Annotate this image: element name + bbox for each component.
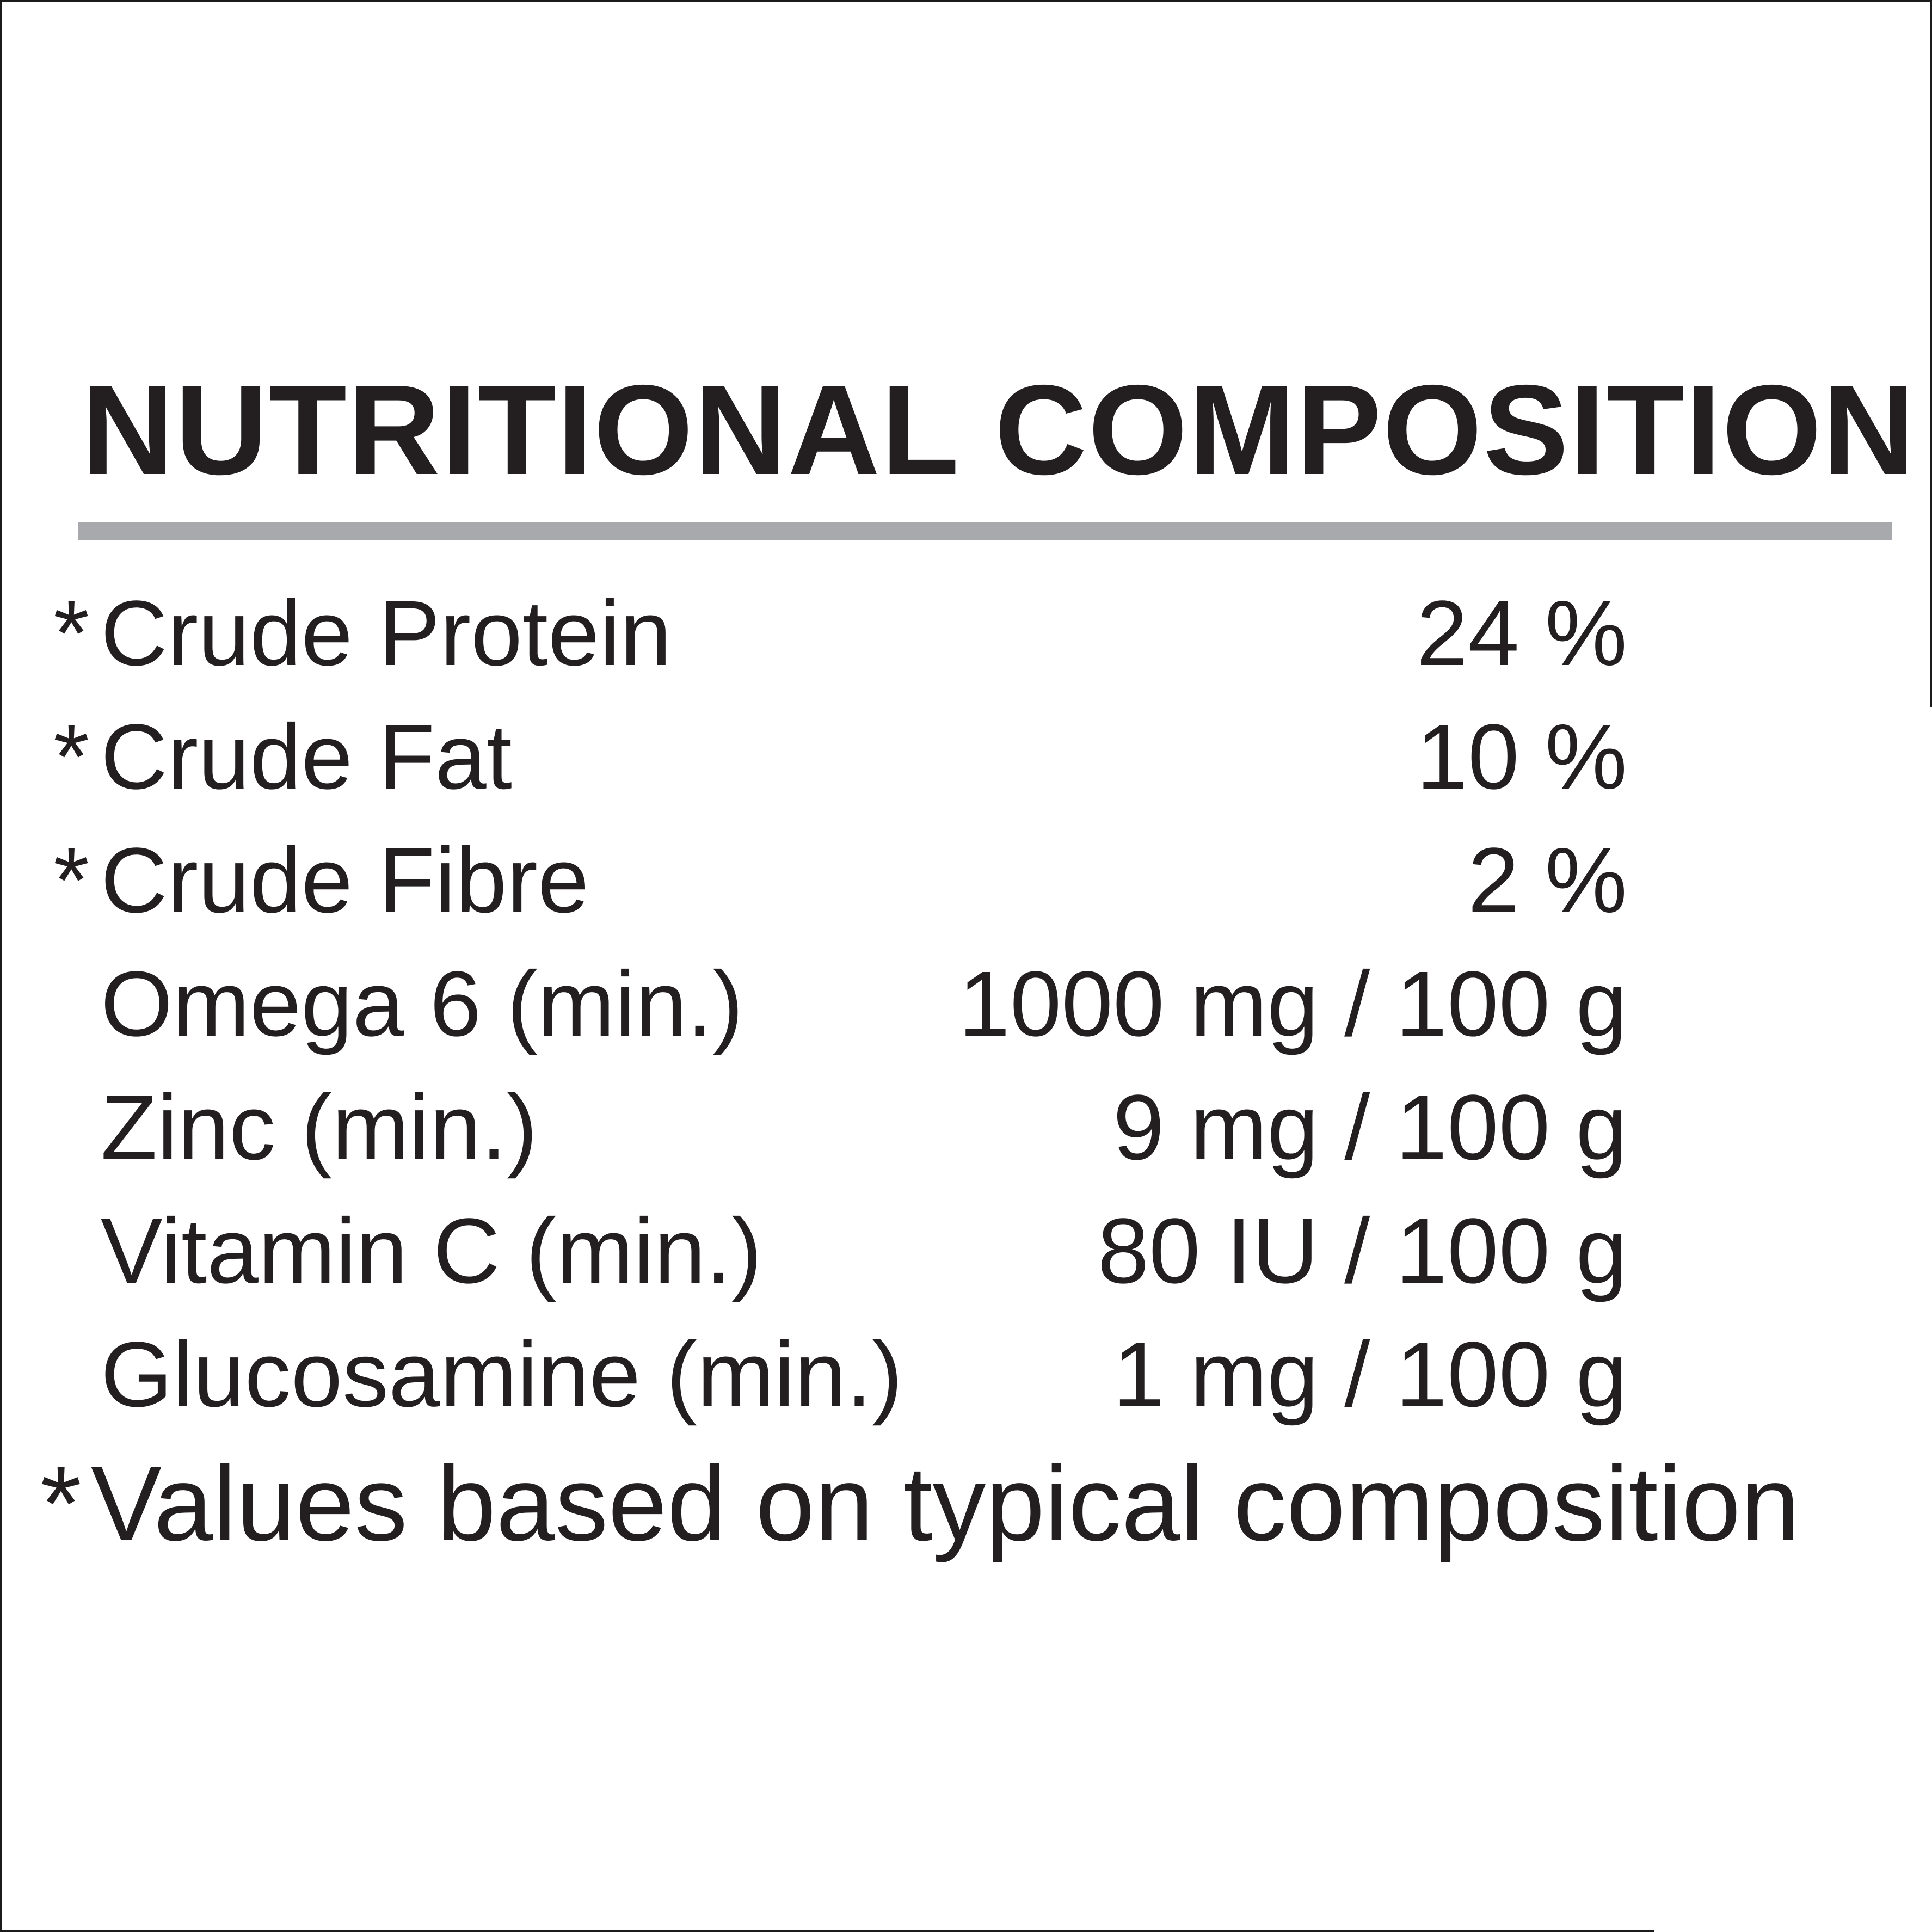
table-row: * Crude Protein 24 % [0, 572, 1932, 696]
row-label: Vitamin C (min.) [101, 1199, 762, 1303]
footnote: * Values based on typical composition [0, 1441, 1932, 1566]
row-label: Crude Fibre [101, 829, 589, 932]
row-label: Crude Fat [101, 705, 512, 809]
row-asterisk: * [53, 582, 90, 685]
row-value: 9 mg / 100 g [1112, 1076, 1627, 1179]
row-label: Crude Protein [101, 582, 672, 685]
row-value: 1 mg / 100 g [1112, 1323, 1627, 1426]
page-border-right [1930, 0, 1932, 707]
row-value: 10 % [1416, 705, 1627, 809]
row-value: 24 % [1416, 582, 1627, 685]
row-value: 1000 mg / 100 g [958, 952, 1627, 1056]
row-label: Glucosamine (min.) [101, 1323, 903, 1426]
row-label: Zinc (min.) [101, 1076, 538, 1179]
row-asterisk: * [53, 705, 90, 809]
page-border-top [0, 0, 1932, 2]
table-row: Vitamin C (min.) 80 IU / 100 g [0, 1190, 1932, 1313]
table-row: Omega 6 (min.) 1000 mg / 100 g [0, 943, 1932, 1066]
table-row: * Crude Fibre 2 % [0, 819, 1932, 943]
row-value: 80 IU / 100 g [1097, 1199, 1627, 1303]
table-row: Glucosamine (min.) 1 mg / 100 g [0, 1313, 1932, 1437]
page-border-left [0, 0, 2, 1932]
page-border-bottom [0, 1930, 1654, 1932]
title-underline-rule [78, 522, 1892, 540]
row-asterisk: * [53, 829, 90, 932]
page-title: NUTRITIONAL COMPOSITION [82, 358, 1916, 501]
row-label: Omega 6 (min.) [101, 952, 743, 1056]
nutrition-table: * Crude Protein 24 % * Crude Fat 10 % * … [0, 572, 1932, 1437]
table-row: Zinc (min.) 9 mg / 100 g [0, 1066, 1932, 1190]
footnote-text: Values based on typical composition [91, 1444, 1800, 1563]
row-value: 2 % [1468, 829, 1627, 932]
footnote-asterisk: * [40, 1444, 82, 1563]
table-row: * Crude Fat 10 % [0, 696, 1932, 819]
